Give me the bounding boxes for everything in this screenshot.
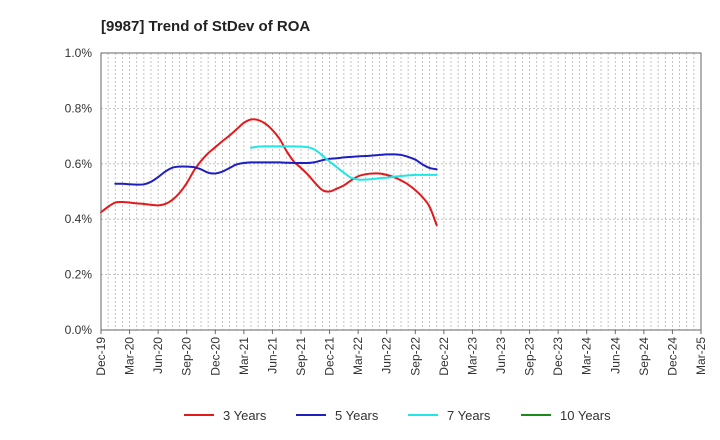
y-tick-label: 0.2% — [65, 268, 93, 282]
x-tick-label: Mar-24 — [580, 337, 594, 375]
x-tick-label: Dec-21 — [323, 337, 337, 376]
x-tick-label: Dec-22 — [437, 337, 451, 376]
y-tick-label: 0.6% — [65, 157, 93, 171]
x-tick-label: Jun-21 — [265, 337, 279, 374]
plot-frame — [100, 52, 702, 331]
x-tick-label: Sep-21 — [294, 337, 308, 376]
legend-label: 10 Years — [560, 408, 611, 423]
x-axis: Dec-19 Mar-20 Jun-20 Sep-20 Dec-20 Mar-21 Jun-… — [94, 330, 708, 376]
legend: 3 Years 5 Years 7 Years 10 Years — [184, 408, 611, 423]
x-tick-label: Dec-20 — [208, 337, 222, 376]
chart-title: [9987] Trend of StDev of ROA — [101, 18, 310, 35]
x-tick-label: Dec-23 — [551, 337, 565, 376]
x-tick-label: Jun-24 — [608, 337, 622, 374]
x-tick-label: Mar-22 — [351, 337, 365, 375]
legend-label: 7 Years — [447, 408, 491, 423]
grid — [100, 52, 702, 331]
x-tick-label: Jun-20 — [151, 337, 165, 374]
series-line-3 — [250, 145, 438, 181]
x-tick-label: Sep-23 — [523, 337, 537, 376]
x-tick-label: Mar-25 — [694, 337, 708, 375]
y-tick-label: 1.0% — [65, 46, 93, 60]
series-line-2 — [114, 153, 438, 186]
x-tick-label: Sep-24 — [637, 337, 651, 376]
legend-label: 3 Years — [223, 408, 267, 423]
x-tick-label: Sep-20 — [180, 337, 194, 376]
plot-lines — [100, 118, 438, 227]
y-tick-label: 0.8% — [65, 101, 93, 115]
y-tick-label: 0.0% — [65, 323, 93, 337]
x-tick-label: Mar-23 — [465, 337, 479, 375]
legend-label: 5 Years — [335, 408, 379, 423]
x-tick-label: Dec-19 — [94, 337, 108, 376]
series-line-1 — [100, 118, 438, 227]
x-tick-label: Dec-24 — [665, 337, 679, 376]
x-tick-label: Sep-22 — [408, 337, 422, 376]
x-tick-label: Mar-20 — [123, 337, 137, 375]
x-tick-label: Jun-22 — [380, 337, 394, 374]
y-tick-label: 0.4% — [65, 212, 93, 226]
x-tick-label: Mar-21 — [237, 337, 251, 375]
x-tick-label: Jun-23 — [494, 337, 508, 374]
y-axis: 0.0% 0.2% 0.4% 0.6% 0.8% 1.0% — [65, 46, 93, 337]
